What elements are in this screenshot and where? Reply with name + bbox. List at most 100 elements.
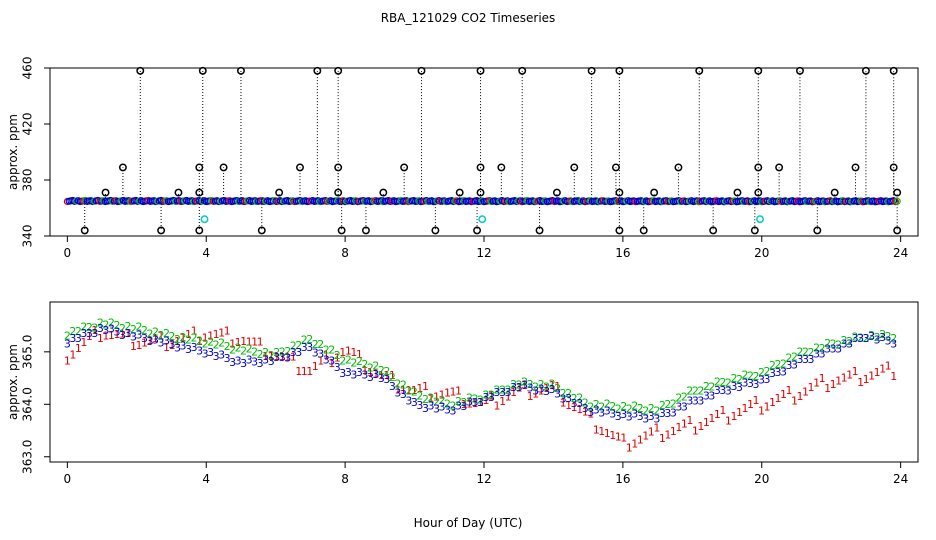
bottom-series-2-point: 2: [747, 369, 754, 382]
bottom-series-3-point: 3: [295, 346, 302, 359]
top-spike-point-high: [754, 66, 763, 75]
bottom-series-3-point: 3: [582, 402, 589, 415]
bottom-series-2-point: 2: [207, 335, 214, 348]
bottom-series-3-point: 3: [752, 378, 759, 391]
bottom-series-3-point: 3: [246, 354, 253, 367]
bottom-series-3-point: 3: [483, 391, 490, 404]
bottom-series-2-point: 2: [229, 343, 236, 356]
bottom-series-2-point: 2: [130, 323, 137, 336]
bottom-series-3-point: 3: [466, 395, 473, 408]
bottom-series-1-point: 1: [571, 401, 578, 414]
bottom-series-3-point: 3: [885, 334, 892, 347]
bottom-series-3-point: 3: [631, 408, 638, 421]
bottom-series-3-point: 3: [499, 386, 506, 399]
bottom-series-2-point: 2: [361, 358, 368, 371]
bottom-series-3-point: 3: [328, 355, 335, 368]
top-spike-point-low: [615, 188, 624, 197]
bottom-series-2-point: 2: [797, 345, 804, 358]
bottom-series-2-point: 2: [786, 351, 793, 364]
bottom-series-3-point: 3: [571, 397, 578, 410]
bottom-series-3-point: 3: [527, 382, 534, 395]
bottom-series-2-point: 2: [609, 400, 616, 413]
bottom-series-2-point: 2: [444, 398, 451, 411]
bottom-series-1-point: 1: [240, 335, 247, 348]
bottom-series-2-point: 2: [158, 329, 165, 342]
bottom-series-1-point: 1: [246, 335, 253, 348]
bottom-series-2-point: 2: [466, 392, 473, 405]
top-cyan-point: [756, 215, 764, 224]
top-spike-point-low: [650, 188, 659, 197]
bottom-series-2-point: 2: [681, 390, 688, 403]
bottom-series-1-point: 1: [97, 332, 104, 345]
bottom-series-2-point: 2: [615, 403, 622, 416]
bottom-series-2-point: 2: [587, 401, 594, 414]
bottom-series-3-point: 3: [389, 380, 396, 393]
top-spike-point-high: [417, 66, 426, 75]
top-spike-point-mid: [754, 163, 763, 172]
bottom-series-2-point: 2: [549, 378, 556, 391]
bottom-series-1-point: 1: [290, 351, 297, 364]
bottom-series-2-point: 2: [593, 398, 600, 411]
bottom-series-1-point: 1: [433, 390, 440, 403]
bottom-series-3-point: 3: [229, 356, 236, 369]
bottom-series-1-point: 1: [791, 394, 798, 407]
bottom-series-3-point: 3: [108, 322, 115, 335]
bottom-series-3-point: 3: [86, 327, 93, 340]
bottom-series-1-point: 1: [890, 370, 897, 383]
bottom-series-2-point: 2: [422, 393, 429, 406]
bottom-series-3-point: 3: [152, 333, 159, 346]
bottom-series-3-point: 3: [279, 351, 286, 364]
top-spike-point-high: [889, 66, 898, 75]
bottom-series-3-point: 3: [113, 326, 120, 339]
bottom-series-1-point: 1: [741, 402, 748, 415]
top-spike-point-high: [334, 66, 343, 75]
bottom-series-1-point: 1: [102, 330, 109, 343]
bottom-series-1-point: 1: [593, 423, 600, 436]
bottom-series-1-point: 1: [797, 390, 804, 403]
bottom-series-2-point: 2: [730, 372, 737, 385]
bottom-series-1-point: 1: [874, 366, 881, 379]
bottom-series-2-point: 2: [97, 316, 104, 329]
bottom-series-2-point: 2: [427, 392, 434, 405]
bottom-series-1-point: 1: [202, 331, 209, 344]
bottom-series-3-point: 3: [846, 337, 853, 350]
top-y-tick-label: 420: [21, 113, 35, 136]
bottom-series-3-point: 3: [158, 337, 165, 350]
bottom-series-1-point: 1: [604, 427, 611, 440]
bottom-series-1-point: 1: [268, 350, 275, 363]
bottom-series-2-point: 2: [769, 359, 776, 372]
bottom-series-2-point: 2: [516, 378, 523, 391]
top-spike-point-mid: [118, 163, 127, 172]
bottom-series-3-point: 3: [841, 337, 848, 350]
bottom-series-3-point: 3: [146, 335, 153, 348]
bottom-series-1-point: 1: [582, 405, 589, 418]
top-x-tick-label: 4: [202, 246, 210, 260]
bottom-series-1-point: 1: [587, 407, 594, 420]
bottom-series-2-point: 2: [708, 380, 715, 393]
bottom-series-2-point: 2: [510, 378, 517, 391]
bottom-series-1-point: 1: [251, 335, 258, 348]
bottom-series-1-point: 1: [262, 350, 269, 363]
bottom-series-2-point: 2: [598, 400, 605, 413]
bottom-series-1-point: 1: [180, 332, 187, 345]
bottom-series-2-point: 2: [538, 378, 545, 391]
bottom-series-3-point: 3: [510, 381, 517, 394]
bottom-series-1-point: 1: [400, 384, 407, 397]
bottom-series-1-point: 1: [306, 365, 313, 378]
top-spike-point-dip: [813, 226, 822, 235]
bottom-series-1-point: 1: [813, 377, 820, 390]
top-x-tick-label: 0: [64, 246, 72, 260]
bottom-series-2-point: 2: [703, 380, 710, 393]
bottom-series-3-point: 3: [587, 406, 594, 419]
bottom-series-1-point: 1: [80, 336, 87, 349]
top-spike-point-high: [198, 66, 207, 75]
top-data-marks: [63, 66, 902, 235]
bottom-series-1-point: 1: [257, 336, 264, 349]
bottom-series-1-point: 1: [477, 396, 484, 409]
bottom-series-1-point: 1: [576, 403, 583, 416]
bottom-series-1-point: 1: [312, 360, 319, 373]
top-spike-point-mid: [851, 163, 860, 172]
top-spike-point-mid: [889, 163, 898, 172]
bottom-series-1-point: 1: [637, 434, 644, 447]
bottom-series-3-point: 3: [361, 368, 368, 381]
